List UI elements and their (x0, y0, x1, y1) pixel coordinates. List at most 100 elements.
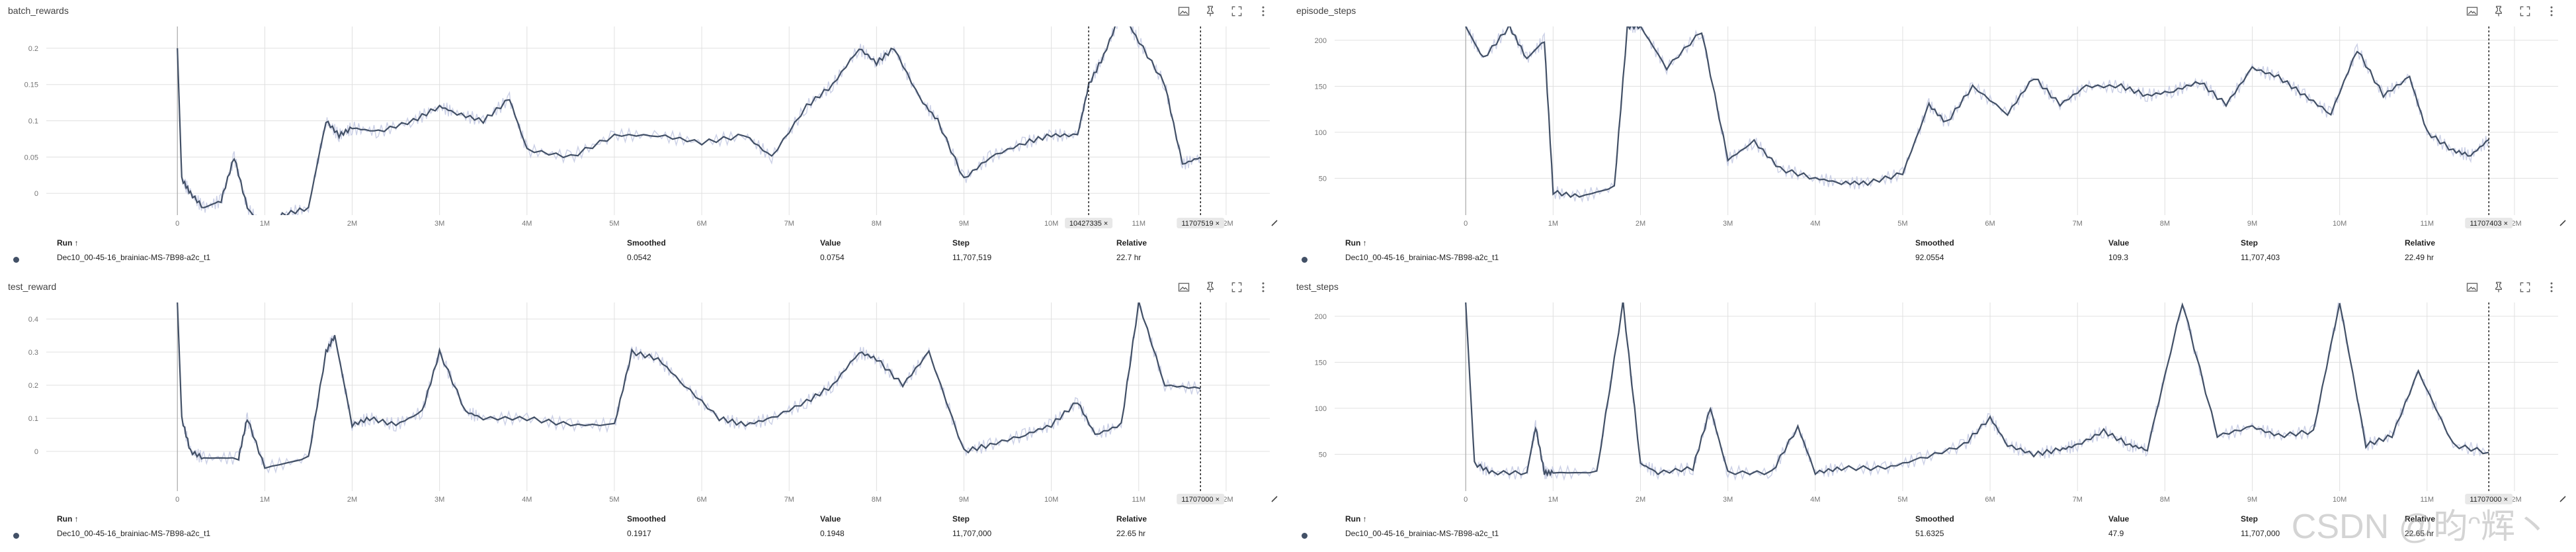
step-cursor-label: 11707000 × (2470, 496, 2508, 504)
column-header-smoothed: Smoothed (1915, 238, 1954, 248)
x-tick-label: 5M (609, 220, 619, 228)
step-cursor-label: 11707403 × (2470, 220, 2508, 228)
cell-value: 109.3 (2108, 253, 2129, 262)
chart-toolbar (1175, 3, 1272, 20)
pin-button[interactable] (2490, 3, 2507, 20)
series-group (177, 26, 1201, 215)
cell-run: Dec10_00-45-16_brainiac-MS-7B98-a2c_t1 (1345, 529, 1499, 538)
x-tick-label: 5M (609, 496, 619, 504)
run-table: Run ↑ Smoothed Value Step Relative Dec10_00-4… (0, 238, 1276, 267)
fullscreen-icon (2520, 6, 2530, 17)
cell-run: Dec10_00-45-16_brainiac-MS-7B98-a2c_t1 (57, 253, 211, 262)
column-header-smoothed: Smoothed (1915, 514, 1954, 524)
x-tick-label: 8M (2160, 496, 2170, 504)
image-button[interactable] (1175, 279, 1192, 296)
x-tick-label: 9M (959, 496, 969, 504)
fullscreen-button[interactable] (1228, 3, 1245, 20)
edit-icon[interactable] (2559, 218, 2567, 226)
column-header-step: Step (952, 238, 970, 248)
y-tick-label: 0.2 (28, 45, 38, 53)
edit-icon[interactable] (1270, 218, 1278, 226)
image-button[interactable] (2464, 3, 2481, 20)
cell-smoothed: 0.0542 (627, 253, 651, 262)
line-chart[interactable]: 00.10.20.30.40 1M 2M 3M 4M 5M 6M 7M 8M 9M 10M 11M 12… (0, 276, 1288, 552)
raw-series-line (177, 26, 1201, 215)
table-row[interactable]: Dec10_00-45-16_brainiac-MS-7B98-a2c_t1 51… (1288, 529, 2565, 543)
y-tick-label: 0.1 (28, 415, 38, 423)
x-tick-label: 7M (2073, 496, 2083, 504)
cell-step: 11,707,519 (952, 253, 992, 262)
pin-icon (1207, 281, 1214, 293)
x-tick-label: 8M (872, 220, 882, 228)
run-color-dot (13, 533, 19, 539)
edit-icon[interactable] (2559, 494, 2567, 502)
column-header-smoothed: Smoothed (627, 514, 666, 524)
x-tick-label: 3M (1723, 220, 1733, 228)
raw-series-line (177, 302, 1201, 474)
column-header-relative: Relative (2405, 238, 2436, 248)
more-vert-button[interactable] (2543, 3, 2560, 20)
image-button[interactable] (1175, 3, 1192, 20)
chart-toolbar (1175, 279, 1272, 296)
edit-icon[interactable] (1270, 494, 1278, 502)
series-group (1465, 26, 2489, 203)
column-header-run[interactable]: Run ↑ (1345, 514, 1367, 524)
column-header-step: Step (2241, 238, 2259, 248)
run-table-header: Run ↑ Smoothed Value Step Relative (1288, 238, 2565, 253)
image-button[interactable] (2464, 279, 2481, 296)
image-icon (2466, 283, 2478, 292)
table-row[interactable]: Dec10_00-45-16_brainiac-MS-7B98-a2c_t1 0.… (0, 529, 1276, 543)
more-vert-icon (2550, 6, 2553, 17)
fullscreen-button[interactable] (2516, 3, 2534, 20)
x-tick-label: 7M (784, 496, 794, 504)
cell-relative: 22.49 hr (2405, 253, 2434, 262)
table-row[interactable]: Dec10_00-45-16_brainiac-MS-7B98-a2c_t1 0.… (0, 253, 1276, 267)
column-header-run[interactable]: Run ↑ (57, 514, 79, 524)
column-header-run[interactable]: Run ↑ (1345, 238, 1367, 248)
x-tick-label: 11M (1132, 220, 1145, 228)
fullscreen-icon (2520, 282, 2530, 293)
more-vert-icon (2550, 282, 2553, 293)
step-cursor-pill[interactable] (2465, 494, 2513, 504)
y-tick-label: 0.1 (28, 118, 38, 126)
image-icon (2466, 7, 2478, 16)
cell-value: 47.9 (2108, 529, 2124, 538)
more-vert-icon (1262, 6, 1265, 17)
step-cursor-pill[interactable] (1177, 494, 1225, 504)
y-tick-label: 0 (34, 190, 38, 198)
line-chart[interactable]: 0 0.05 0.1 0.15 0.2 0 1M 2M 3M 4M 5M 6M 7M 8M 9M 10M 11M… (0, 0, 1288, 276)
y-tick-label: 0.4 (28, 316, 38, 324)
y-tick-label: 100 (1315, 405, 1327, 413)
step-cursor-label: 11707519 × (1181, 220, 1220, 228)
more-vert-button[interactable] (2543, 279, 2560, 296)
cell-value: 0.1948 (820, 529, 845, 538)
image-icon (1178, 7, 1190, 16)
x-tick-label: 3M (435, 220, 444, 228)
y-tick-label: 0.15 (24, 81, 38, 89)
fullscreen-button[interactable] (2516, 279, 2534, 296)
x-tick-label: 8M (872, 496, 882, 504)
more-vert-button[interactable] (1255, 279, 1272, 296)
pin-button[interactable] (2490, 279, 2507, 296)
step-cursor-pill[interactable] (1065, 218, 1113, 228)
step-cursor-pill[interactable] (1177, 218, 1225, 228)
column-header-relative: Relative (2405, 514, 2436, 524)
pin-button[interactable] (1202, 3, 1219, 20)
run-table-header: Run ↑ Smoothed Value Step Relative (0, 514, 1276, 529)
chart-card-test-steps: test_steps 50 100 150 200 0 1M 2M 3M 4M 5M 6M 7M 8M 9M… (1288, 276, 2576, 552)
pin-button[interactable] (1202, 279, 1219, 296)
cell-run: Dec10_00-45-16_brainiac-MS-7B98-a2c_t1 (1345, 253, 1499, 262)
table-row[interactable]: Dec10_00-45-16_brainiac-MS-7B98-a2c_t1 92… (1288, 253, 2565, 267)
cell-step: 11,707,403 (2241, 253, 2280, 262)
step-cursor-pill[interactable] (2465, 218, 2513, 228)
more-vert-button[interactable] (1255, 3, 1272, 20)
fullscreen-icon (1231, 6, 1242, 17)
pin-icon (2495, 5, 2502, 17)
column-header-run[interactable]: Run ↑ (57, 238, 79, 248)
fullscreen-button[interactable] (1228, 279, 1245, 296)
y-tick-label: 200 (1315, 313, 1327, 321)
x-tick-label: 6M (1985, 496, 1995, 504)
chart-title: test_steps (1296, 281, 1339, 292)
